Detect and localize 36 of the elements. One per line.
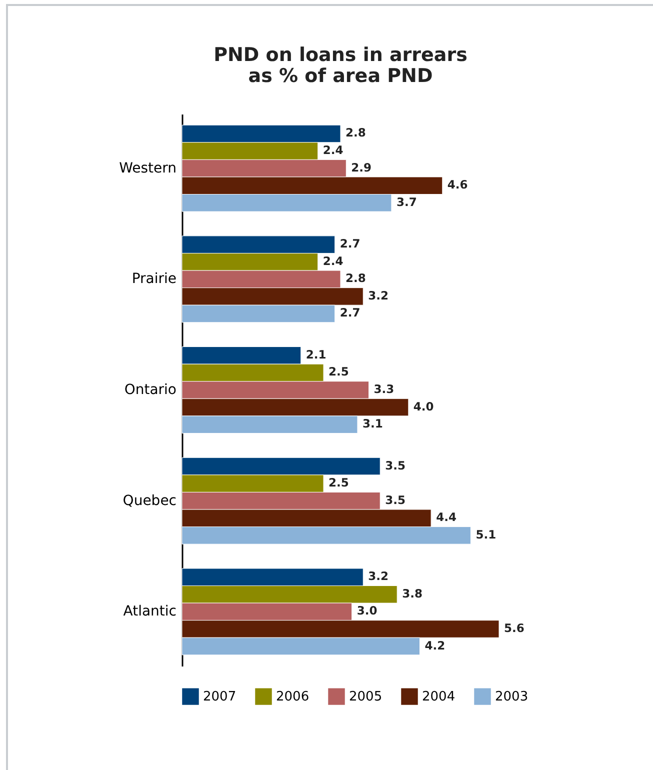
- data-label: 4.4: [436, 510, 456, 524]
- y-tick-label: Western: [119, 160, 176, 176]
- data-label: 2.5: [328, 476, 349, 490]
- data-label: 3.7: [396, 194, 417, 209]
- data-label: 2.4: [322, 143, 344, 158]
- data-label: 4.6: [447, 178, 468, 192]
- data-label: 3.5: [385, 492, 406, 507]
- y-tick-label: Quebec: [122, 492, 176, 509]
- legend-label: 2004: [422, 690, 456, 705]
- legend-label: 2003: [495, 690, 528, 705]
- data-label: 2.9: [351, 160, 372, 174]
- y-tick-label: Atlantic: [123, 604, 176, 620]
- data-label: 2.8: [346, 271, 366, 286]
- data-label: 3.0: [356, 604, 378, 618]
- data-label: 2.4: [322, 254, 344, 268]
- y-tick-label: Ontario: [124, 382, 176, 398]
- y-tick-label: Prairie: [132, 271, 176, 288]
- data-label: 3.3: [374, 382, 394, 396]
- data-label: 3.2: [368, 288, 389, 302]
- data-label: 2.5: [328, 364, 349, 379]
- data-label: 3.1: [362, 416, 383, 431]
- legend-label: 2005: [349, 690, 382, 705]
- data-label: 2.7: [340, 236, 360, 251]
- data-label: 2.1: [306, 347, 326, 362]
- data-label: 5.6: [504, 620, 524, 635]
- data-label: 2.7: [340, 306, 360, 320]
- data-label: 3.5: [385, 458, 406, 472]
- chart-title: PND on loans in arrears as % of area PND: [214, 44, 468, 87]
- legend-label: 2006: [276, 690, 310, 705]
- legend-label: 2007: [203, 690, 236, 705]
- data-label: 4.2: [424, 638, 446, 652]
- data-label: 5.1: [476, 527, 496, 542]
- data-label: 4.0: [413, 399, 434, 414]
- data-label: 3.8: [402, 586, 422, 600]
- data-label: 3.2: [368, 569, 389, 584]
- data-label: 2.8: [346, 126, 366, 140]
